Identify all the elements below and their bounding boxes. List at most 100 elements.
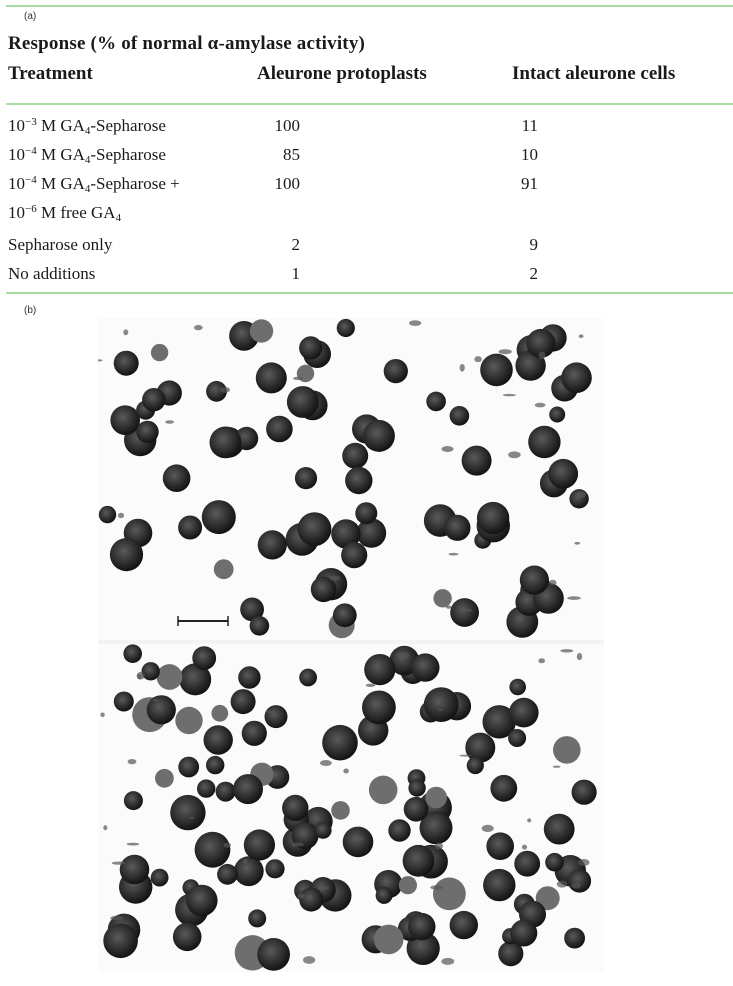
cell [249, 319, 274, 343]
debris [534, 402, 546, 408]
cell [571, 779, 597, 805]
scale-bar [177, 616, 229, 626]
debris [343, 768, 349, 774]
cell [241, 720, 267, 746]
debris [498, 349, 512, 355]
cell [175, 706, 203, 735]
debris [549, 579, 557, 586]
cell [398, 876, 417, 895]
cell [490, 774, 518, 802]
cell [514, 850, 541, 877]
table-row: No additions 1 2 [0, 264, 733, 290]
cell [299, 668, 317, 687]
debris [574, 541, 581, 545]
debris [110, 915, 124, 921]
cell [141, 662, 160, 681]
debris [434, 842, 443, 850]
cell [567, 869, 592, 893]
debris [219, 386, 231, 393]
cell [461, 445, 492, 476]
lower-micrograph-cells [100, 644, 597, 971]
protoplasts-value: 100 [274, 116, 301, 135]
cell [297, 512, 332, 546]
cell [426, 391, 446, 412]
cell [373, 924, 404, 955]
cell [508, 729, 527, 747]
debris [293, 376, 303, 381]
cell [113, 350, 139, 376]
debris [136, 671, 145, 680]
table-title: Response (% of normal α-amylase activity… [8, 33, 366, 54]
cell [480, 353, 513, 387]
cell [211, 704, 229, 722]
cell [249, 616, 270, 636]
debris [353, 836, 364, 842]
debris [576, 491, 587, 498]
subscript: 4 [84, 125, 91, 137]
cell [402, 844, 435, 877]
cell [243, 829, 275, 861]
cell [408, 779, 426, 797]
protoplasts-value: 2 [291, 235, 301, 254]
cell [498, 941, 524, 967]
debris [578, 859, 590, 866]
cell [425, 786, 448, 809]
treatment-cell: Sepharose only [8, 235, 113, 254]
cell [388, 819, 411, 842]
cell [123, 644, 142, 663]
cell [206, 755, 225, 775]
cell [110, 405, 140, 435]
cell [178, 756, 200, 778]
cell [155, 768, 174, 788]
cell [215, 781, 236, 802]
cell [146, 695, 176, 725]
debris [98, 359, 103, 362]
cell [203, 725, 233, 755]
debris [445, 605, 452, 609]
table-top-rule [6, 5, 733, 7]
debris [265, 710, 276, 713]
cell [332, 603, 357, 628]
cell [535, 886, 560, 911]
table-row: 10−4 M GA4-Sepharose 85 10 [0, 145, 733, 171]
cell [233, 856, 264, 887]
debris [396, 652, 410, 659]
debris [103, 825, 108, 831]
cell [375, 886, 393, 904]
cell [170, 794, 206, 831]
cell [549, 406, 566, 423]
cell [423, 687, 459, 722]
cell [233, 774, 263, 805]
cell [515, 350, 546, 381]
cell [255, 362, 287, 394]
cell [217, 863, 238, 885]
cell [186, 884, 218, 917]
cell [150, 343, 169, 362]
cell [257, 530, 287, 560]
cell [162, 464, 191, 492]
debris [430, 885, 443, 890]
debris [320, 760, 332, 766]
table-row: 10−3 M GA4-Sepharose 100 11 [0, 116, 733, 142]
cell [342, 826, 374, 858]
cell [403, 796, 429, 822]
cell [411, 653, 440, 682]
debris [448, 552, 459, 556]
cell [341, 542, 368, 569]
debris [165, 420, 174, 424]
cell [206, 380, 227, 402]
cell [172, 922, 202, 952]
cell [362, 690, 396, 725]
intact-value: 91 [521, 174, 538, 193]
cell [322, 724, 358, 761]
cell [294, 467, 318, 490]
cell [178, 515, 203, 540]
debris [126, 842, 140, 846]
cell [364, 654, 396, 686]
cell [553, 736, 581, 764]
debris [481, 824, 494, 832]
panel-a-label: (a) [24, 11, 37, 22]
debris [508, 451, 521, 459]
debris [409, 320, 422, 326]
cell [266, 415, 293, 443]
